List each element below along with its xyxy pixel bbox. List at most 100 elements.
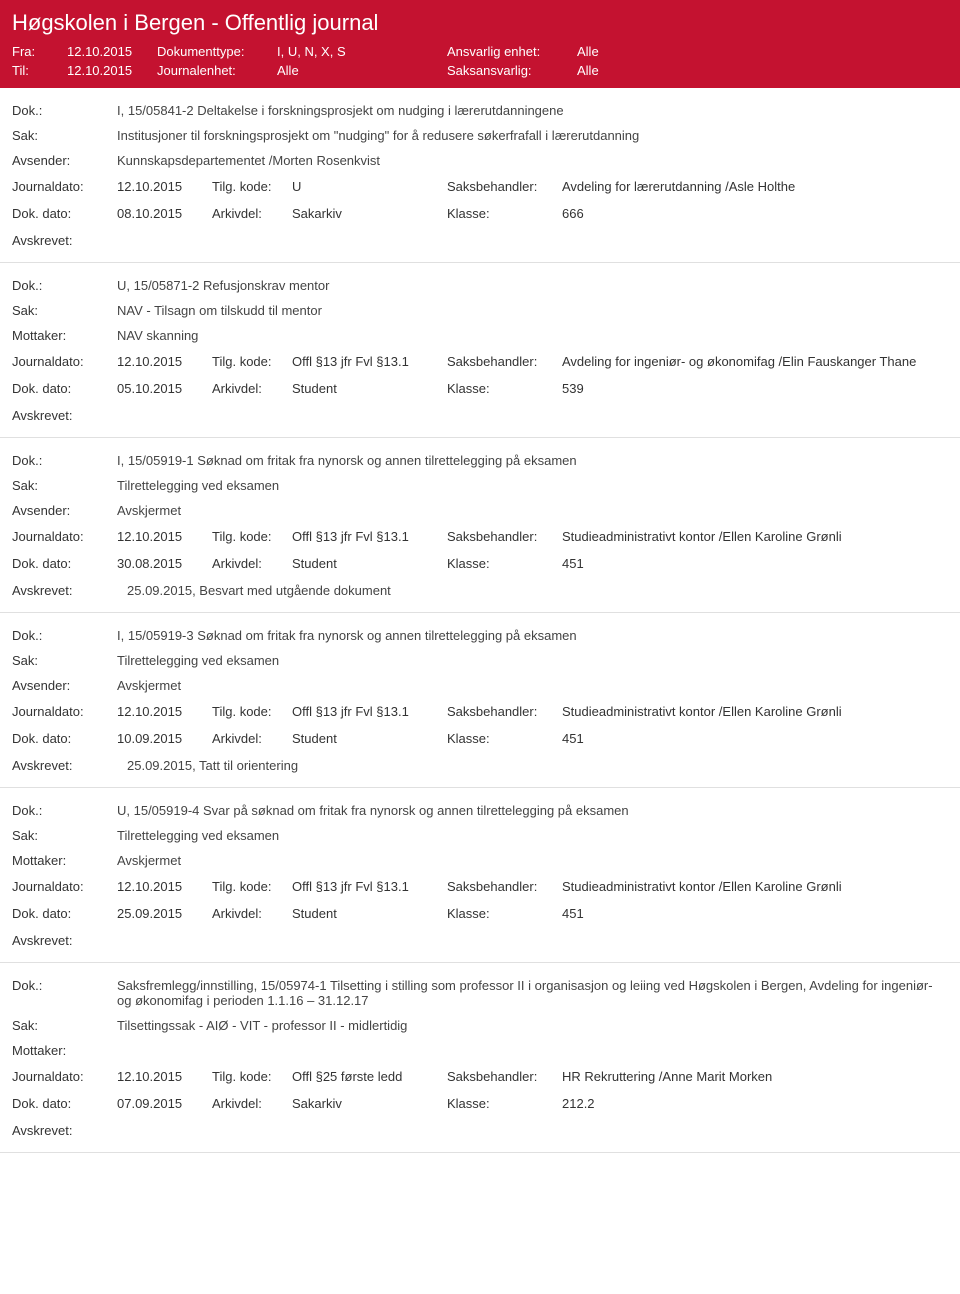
dokdato-label: Dok. dato: — [12, 906, 117, 921]
tilgkode-label: Tilg. kode: — [212, 704, 292, 719]
saksansvarlig-label: Saksansvarlig: — [447, 63, 577, 78]
doktype-value: I, U, N, X, S — [277, 44, 447, 59]
tilgkode-value: U — [292, 179, 447, 194]
sak-label: Sak: — [12, 653, 117, 668]
sak-value: Tilrettelegging ved eksamen — [117, 478, 948, 493]
avskrevet-label: Avskrevet: — [12, 933, 117, 948]
party-label: Avsender: — [12, 153, 117, 168]
tilgkode-label: Tilg. kode: — [212, 529, 292, 544]
sak-value: NAV - Tilsagn om tilskudd til mentor — [117, 303, 948, 318]
meta-row-2: Dok. dato:25.09.2015Arkivdel:StudentKlas… — [12, 900, 948, 927]
saksbehandler-value: Avdeling for ingeniør- og økonomifag /El… — [562, 354, 948, 369]
party-row: Avsender:Kunnskapsdepartementet /Morten … — [12, 148, 948, 173]
arkivdel-value: Sakarkiv — [292, 206, 447, 221]
report-header: Høgskolen i Bergen - Offentlig journal F… — [0, 0, 960, 88]
saksbehandler-value: Avdeling for lærerutdanning /Asle Holthe — [562, 179, 948, 194]
sak-value: Tilsettingssak - AIØ - VIT - professor I… — [117, 1018, 948, 1033]
journaldato-value: 12.10.2015 — [117, 704, 212, 719]
meta-row-1: Journaldato:12.10.2015Tilg. kode:USaksbe… — [12, 173, 948, 200]
dok-label: Dok.: — [12, 278, 117, 293]
klasse-value: 212.2 — [562, 1096, 948, 1111]
dok-label: Dok.: — [12, 978, 117, 993]
sak-value: Tilrettelegging ved eksamen — [117, 828, 948, 843]
dok-row: Dok.:U, 15/05871-2 Refusjonskrav mentor — [12, 273, 948, 298]
arkivdel-label: Arkivdel: — [212, 906, 292, 921]
meta-row-2: Dok. dato:07.09.2015Arkivdel:SakarkivKla… — [12, 1090, 948, 1117]
journal-entry: Dok.:U, 15/05919-4 Svar på søknad om fri… — [0, 788, 960, 963]
saksbehandler-value: Studieadministrativt kontor /Ellen Karol… — [562, 704, 948, 719]
klasse-value: 451 — [562, 906, 948, 921]
dok-label: Dok.: — [12, 103, 117, 118]
journal-entry: Dok.:I, 15/05919-1 Søknad om fritak fra … — [0, 438, 960, 613]
ansvarlig-value: Alle — [577, 44, 599, 59]
avskrevet-row: Avskrevet: — [12, 1117, 948, 1138]
dokdato-label: Dok. dato: — [12, 556, 117, 571]
avskrevet-label: Avskrevet: — [12, 1123, 117, 1138]
saksbehandler-value: Studieadministrativt kontor /Ellen Karol… — [562, 529, 948, 544]
sak-row: Sak:Tilrettelegging ved eksamen — [12, 473, 948, 498]
tilgkode-label: Tilg. kode: — [212, 179, 292, 194]
meta-row-1: Journaldato:12.10.2015Tilg. kode:Offl §2… — [12, 1063, 948, 1090]
journalenhet-value: Alle — [277, 63, 447, 78]
klasse-value: 451 — [562, 556, 948, 571]
tilgkode-value: Offl §13 jfr Fvl §13.1 — [292, 704, 447, 719]
party-row: Mottaker: — [12, 1038, 948, 1063]
dokdato-label: Dok. dato: — [12, 381, 117, 396]
meta-row-1: Journaldato:12.10.2015Tilg. kode:Offl §1… — [12, 523, 948, 550]
saksbehandler-label: Saksbehandler: — [447, 1069, 562, 1084]
journaldato-label: Journaldato: — [12, 704, 117, 719]
saksbehandler-label: Saksbehandler: — [447, 179, 562, 194]
party-row: Mottaker:NAV skanning — [12, 323, 948, 348]
klasse-value: 539 — [562, 381, 948, 396]
party-value: Avskjermet — [117, 678, 948, 693]
report-title: Høgskolen i Bergen - Offentlig journal — [12, 8, 948, 42]
dok-row: Dok.:I, 15/05919-3 Søknad om fritak fra … — [12, 623, 948, 648]
party-value: Avskjermet — [117, 853, 948, 868]
tilgkode-label: Tilg. kode: — [212, 1069, 292, 1084]
party-label: Mottaker: — [12, 1043, 117, 1058]
arkivdel-label: Arkivdel: — [212, 731, 292, 746]
dok-value: U, 15/05871-2 Refusjonskrav mentor — [117, 278, 948, 293]
avskrevet-value — [117, 933, 948, 948]
tilgkode-value: Offl §13 jfr Fvl §13.1 — [292, 529, 447, 544]
party-value: Avskjermet — [117, 503, 948, 518]
arkivdel-label: Arkivdel: — [212, 1096, 292, 1111]
dok-row: Dok.:I, 15/05841-2 Deltakelse i forsknin… — [12, 98, 948, 123]
dokdato-value: 10.09.2015 — [117, 731, 212, 746]
party-value: NAV skanning — [117, 328, 948, 343]
arkivdel-value: Student — [292, 731, 447, 746]
dokdato-value: 07.09.2015 — [117, 1096, 212, 1111]
dokdato-value: 08.10.2015 — [117, 206, 212, 221]
dokdato-value: 05.10.2015 — [117, 381, 212, 396]
fra-value: 12.10.2015 — [67, 44, 157, 59]
dok-value: I, 15/05919-3 Søknad om fritak fra nynor… — [117, 628, 948, 643]
avskrevet-value: 25.09.2015, Tatt til orientering — [117, 758, 948, 773]
journal-entry: Dok.:I, 15/05919-3 Søknad om fritak fra … — [0, 613, 960, 788]
dok-label: Dok.: — [12, 803, 117, 818]
dokdato-label: Dok. dato: — [12, 206, 117, 221]
sak-label: Sak: — [12, 303, 117, 318]
ansvarlig-label: Ansvarlig enhet: — [447, 44, 577, 59]
sak-row: Sak:Tilsettingssak - AIØ - VIT - profess… — [12, 1013, 948, 1038]
arkivdel-label: Arkivdel: — [212, 381, 292, 396]
avskrevet-label: Avskrevet: — [12, 758, 117, 773]
sak-row: Sak:NAV - Tilsagn om tilskudd til mentor — [12, 298, 948, 323]
saksbehandler-label: Saksbehandler: — [447, 529, 562, 544]
journaldato-label: Journaldato: — [12, 529, 117, 544]
arkivdel-value: Sakarkiv — [292, 1096, 447, 1111]
sak-label: Sak: — [12, 828, 117, 843]
avskrevet-label: Avskrevet: — [12, 233, 117, 248]
meta-row-2: Dok. dato:10.09.2015Arkivdel:StudentKlas… — [12, 725, 948, 752]
doktype-label: Dokumenttype: — [157, 44, 277, 59]
saksansvarlig-value: Alle — [577, 63, 599, 78]
party-label: Avsender: — [12, 503, 117, 518]
party-row: Avsender:Avskjermet — [12, 498, 948, 523]
journaldato-label: Journaldato: — [12, 179, 117, 194]
arkivdel-value: Student — [292, 381, 447, 396]
saksbehandler-value: HR Rekruttering /Anne Marit Morken — [562, 1069, 948, 1084]
sak-row: Sak:Institusjoner til forskningsprosjekt… — [12, 123, 948, 148]
til-value: 12.10.2015 — [67, 63, 157, 78]
journalenhet-label: Journalenhet: — [157, 63, 277, 78]
sak-value: Tilrettelegging ved eksamen — [117, 653, 948, 668]
dokdato-value: 25.09.2015 — [117, 906, 212, 921]
